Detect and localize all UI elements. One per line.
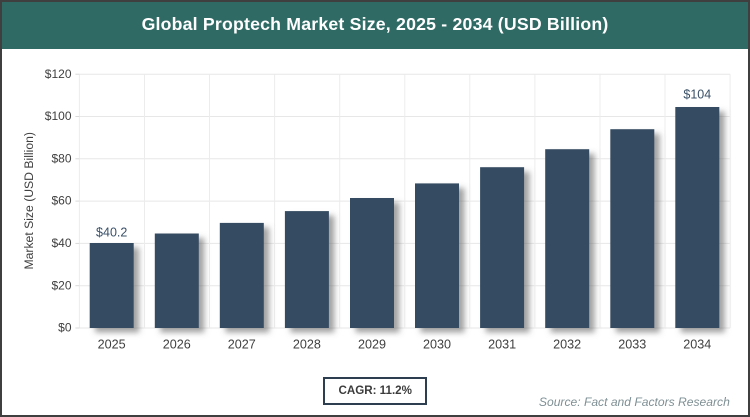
- svg-text:$0: $0: [58, 320, 72, 334]
- svg-text:2032: 2032: [553, 337, 581, 351]
- svg-text:$80: $80: [51, 151, 71, 165]
- svg-text:$40.2: $40.2: [96, 225, 127, 239]
- svg-text:2031: 2031: [488, 337, 516, 351]
- svg-text:$100: $100: [45, 109, 72, 123]
- svg-text:2026: 2026: [163, 337, 191, 351]
- svg-text:$104: $104: [683, 87, 711, 101]
- svg-text:2030: 2030: [423, 337, 451, 351]
- svg-text:2034: 2034: [683, 337, 711, 351]
- svg-text:Market Size (USD Billion): Market Size (USD Billion): [22, 132, 36, 269]
- svg-text:2033: 2033: [618, 337, 646, 351]
- svg-text:$40: $40: [51, 236, 71, 250]
- svg-text:$20: $20: [51, 278, 71, 292]
- svg-text:2027: 2027: [228, 337, 256, 351]
- svg-text:$120: $120: [45, 66, 72, 80]
- svg-text:$60: $60: [51, 193, 71, 207]
- svg-text:2028: 2028: [293, 337, 321, 351]
- svg-text:2029: 2029: [358, 337, 386, 351]
- svg-text:2025: 2025: [98, 337, 126, 351]
